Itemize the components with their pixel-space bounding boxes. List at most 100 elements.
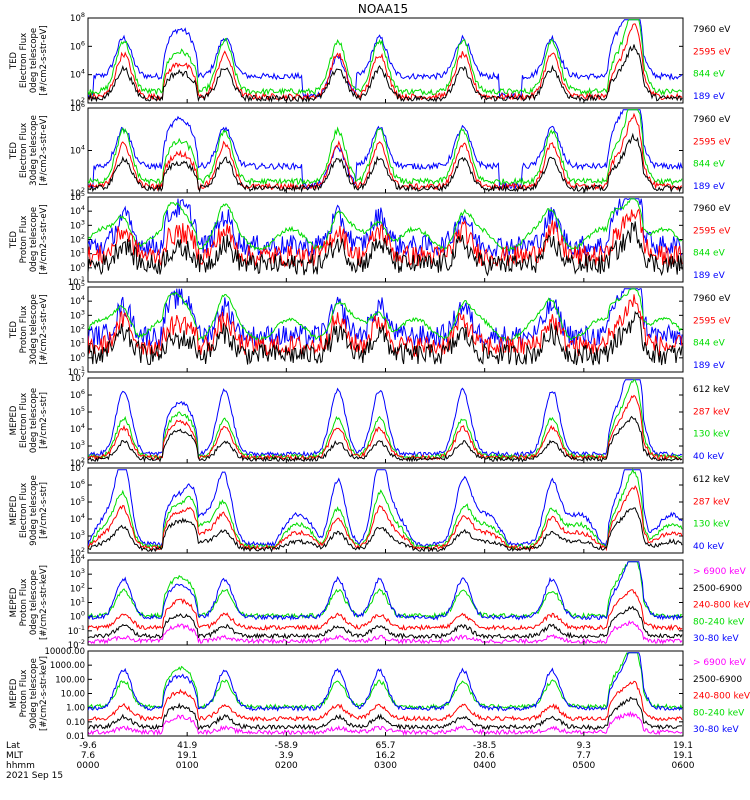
y-tick-label: 100 <box>70 261 85 274</box>
y-axis-label: [#/cm2-s-str-eV] <box>39 115 49 185</box>
x-tick-label-hhmm: 0000 <box>77 761 100 771</box>
x-tick-label-hhmm: 0500 <box>572 761 595 771</box>
y-tick-label: 108 <box>70 11 85 24</box>
y-axis-label: TED <box>9 320 19 339</box>
x-tick-label-lat: -38.5 <box>473 741 496 751</box>
y-tick-label: 103 <box>70 308 85 321</box>
panel-6: 102 103 104 105 106 107 MEPED Electron Flux 90de… <box>9 461 730 559</box>
legend-entry: 30-80 keV <box>693 634 739 644</box>
legend-entry: 189 eV <box>693 182 726 192</box>
y-axis-label: MEPED <box>9 495 19 525</box>
series-black <box>88 507 683 553</box>
data-traces <box>88 468 683 553</box>
panel-5: 102 103 104 105 106 107 MEPED Electron Flux 0deg… <box>9 371 730 469</box>
series-black <box>88 696 683 731</box>
series-black <box>88 44 683 103</box>
y-tick-label: 101 <box>70 247 85 260</box>
y-tick-label: 104 <box>70 512 85 525</box>
legend-entry: 2500-6900 <box>693 675 742 685</box>
panel-2: 102 104 106 TED Electron Flux 30deg telescope… <box>9 101 731 199</box>
series-blue <box>88 561 683 621</box>
series-green <box>88 19 683 97</box>
y-tick-label: 102 <box>70 581 85 594</box>
series-blue <box>88 198 683 258</box>
series-blue <box>88 652 683 712</box>
series-green <box>88 561 683 620</box>
y-tick-label: 104 <box>70 553 85 566</box>
y-tick-label: 106 <box>70 39 85 52</box>
series-green <box>88 468 683 551</box>
y-tick-label: 102 <box>70 186 85 199</box>
x-tick-label-mlt: 3.9 <box>279 751 294 761</box>
panel-1: 102 104 106 108 TED Electron Flux 0deg telesco… <box>9 11 731 109</box>
legend-entry: 40 keV <box>693 452 725 462</box>
y-tick-label: 104 <box>70 144 85 157</box>
y-tick-label: 102 <box>70 546 85 559</box>
x-tick-label-lat: 9.3 <box>577 741 591 751</box>
y-tick-label: 107 <box>70 461 85 474</box>
y-axis-label: 0deg telescope <box>29 28 39 93</box>
y-axis-label: Proton Flux <box>19 216 29 264</box>
y-tick-label: 10.00 <box>61 690 85 700</box>
x-tick-label-hhmm: 0600 <box>672 761 695 771</box>
data-traces <box>88 288 683 366</box>
x-tick-label-hhmm: 0200 <box>275 761 298 771</box>
y-tick-label: 105 <box>70 190 85 203</box>
legend-entry: 130 keV <box>693 520 730 530</box>
legend-entry: 287 keV <box>693 497 730 507</box>
y-axis-label: [#/cm2-s-str-eV] <box>39 204 49 274</box>
legend-entry: 189 eV <box>693 271 726 281</box>
legend-entry: 40 keV <box>693 542 725 552</box>
y-axis-label: 0deg telescope <box>29 388 39 453</box>
legend-entry: 287 keV <box>693 407 730 417</box>
series-blue <box>88 19 683 100</box>
y-axis-label: Electron Flux <box>19 483 29 538</box>
y-axis-label: MEPED <box>9 678 19 708</box>
y-tick-label: 104 <box>70 422 85 435</box>
y-tick-label: 1000.00 <box>50 661 85 671</box>
y-tick-label: 0.01 <box>66 732 85 742</box>
y-axis-label: Electron Flux <box>19 33 29 88</box>
data-traces <box>88 379 683 463</box>
legend-entry: 189 eV <box>693 92 726 102</box>
y-axis-label: TED <box>9 230 19 249</box>
y-tick-label: 10-1 <box>68 275 85 288</box>
x-tick-label-mlt: 7.6 <box>81 751 96 761</box>
series-black <box>88 310 683 366</box>
x-tick-label-lat: -58.9 <box>275 741 299 751</box>
series-green <box>88 109 683 187</box>
x-tick-label-mlt: 20.6 <box>475 751 495 761</box>
series-green <box>88 652 683 711</box>
series-black <box>88 605 683 640</box>
panel-8: 10000.00 1000.00 100.00 10.00 1.00 0.10 0.01 ME… <box>9 647 750 742</box>
panel-frame <box>87 559 684 646</box>
series-red <box>88 23 683 102</box>
y-axis-label: [#/cm2-s-str] <box>39 392 49 449</box>
y-tick-label: 10-1 <box>68 365 85 378</box>
legend-entry: 844 eV <box>693 249 726 259</box>
x-tick-label-mlt: 7.7 <box>577 751 591 761</box>
legend-entry: 7960 eV <box>693 294 731 304</box>
data-traces <box>88 561 683 645</box>
x-row-label: Lat <box>6 741 21 751</box>
y-tick-label: 104 <box>70 204 85 217</box>
y-axis-label: Electron Flux <box>19 123 29 178</box>
series-red <box>88 589 683 632</box>
legend-entry: 2595 eV <box>693 316 731 326</box>
series-red <box>88 208 683 268</box>
x-row-label: MLT <box>6 751 24 761</box>
series-blue <box>88 109 683 191</box>
y-tick-label: 100.00 <box>55 675 85 685</box>
y-axis-label: [#/cm2-s-str-keV] <box>39 656 49 731</box>
x-tick-label-hhmm: 0400 <box>473 761 496 771</box>
series-black <box>88 132 683 193</box>
chart-title: NOAA15 <box>358 2 408 16</box>
y-axis-label: [#/cm2-s-str-eV] <box>39 25 49 95</box>
y-tick-label: 104 <box>70 68 85 81</box>
series-red <box>88 394 683 461</box>
series-blue <box>88 469 683 548</box>
data-traces <box>88 109 683 193</box>
